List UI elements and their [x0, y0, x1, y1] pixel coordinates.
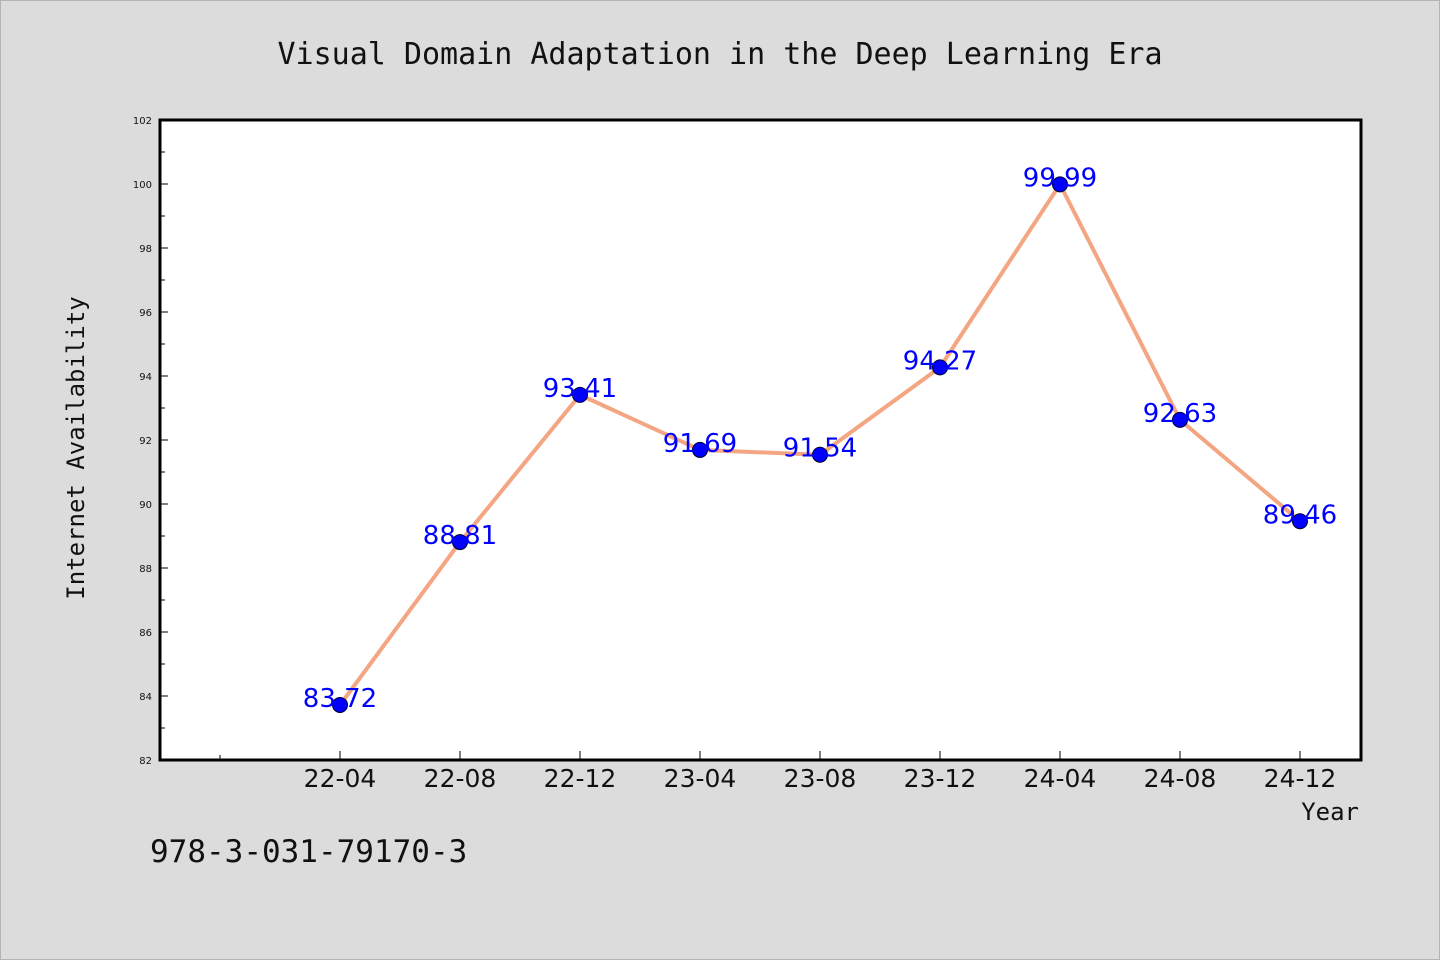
x-tick-label: 23-08: [784, 764, 857, 793]
series-group: [332, 176, 1308, 713]
plot-area: [158, 118, 1363, 762]
data-label: 92.63: [1143, 399, 1217, 429]
y-tick-label: 90: [139, 500, 152, 511]
x-tick-label: 22-12: [544, 764, 617, 793]
x-tick-label: 23-04: [664, 764, 737, 793]
x-tick-label: 22-04: [304, 764, 377, 793]
data-point: [812, 446, 828, 463]
data-labels: 83.72 88.81 93.41 91.69 91.54 94.27 99.99 92.63…: [303, 163, 1337, 714]
x-tick-label: 24-08: [1144, 764, 1217, 793]
y-tick-label: 94: [139, 372, 152, 383]
x-tick-label: 23-12: [904, 764, 977, 793]
x-tick-label: 24-12: [1264, 764, 1337, 793]
y-tick-label: 82: [139, 756, 152, 767]
data-label: 88.81: [423, 521, 497, 551]
data-label: 93.41: [543, 374, 617, 404]
y-tick-label: 86: [139, 628, 152, 639]
y-tick-label: 92: [139, 436, 152, 447]
data-point: [1052, 176, 1068, 193]
data-point: [932, 359, 948, 376]
isbn-caption: 978-3-031-79170-3: [150, 834, 468, 870]
y-tick-label: 84: [139, 692, 152, 703]
data-label: 94.27: [903, 346, 977, 376]
data-point: [1172, 411, 1188, 428]
x-tick-label: 24-04: [1024, 764, 1097, 793]
x-axis-label: Year: [1301, 798, 1359, 826]
y-tick-label: 96: [139, 308, 152, 319]
data-label: 83.72: [303, 684, 377, 714]
data-point: [332, 696, 348, 713]
data-label: 91.54: [783, 434, 857, 464]
data-label: 91.69: [663, 429, 737, 459]
data-label: 89.46: [1263, 500, 1337, 530]
chart-title: Visual Domain Adaptation in the Deep Lea…: [277, 37, 1162, 72]
x-tick-label: 22-08: [424, 764, 497, 793]
x-axis: 22-04 22-08 22-12 23-04 23-08 23-12 24-04 24-08…: [219, 751, 1337, 793]
data-point: [572, 386, 588, 403]
data-point: [452, 534, 468, 551]
y-tick-label: 102: [133, 116, 152, 127]
y-axis-label: Internet Availability: [62, 296, 90, 599]
y-tick-label: 98: [139, 244, 152, 255]
y-axis: 82 84 86 88 90 92 94 96 98 100 102: [133, 116, 168, 767]
y-tick-label: 100: [133, 180, 152, 191]
data-point: [692, 441, 708, 458]
data-label: 99.99: [1023, 163, 1097, 193]
y-tick-label: 88: [139, 564, 152, 575]
data-point: [1292, 513, 1308, 530]
